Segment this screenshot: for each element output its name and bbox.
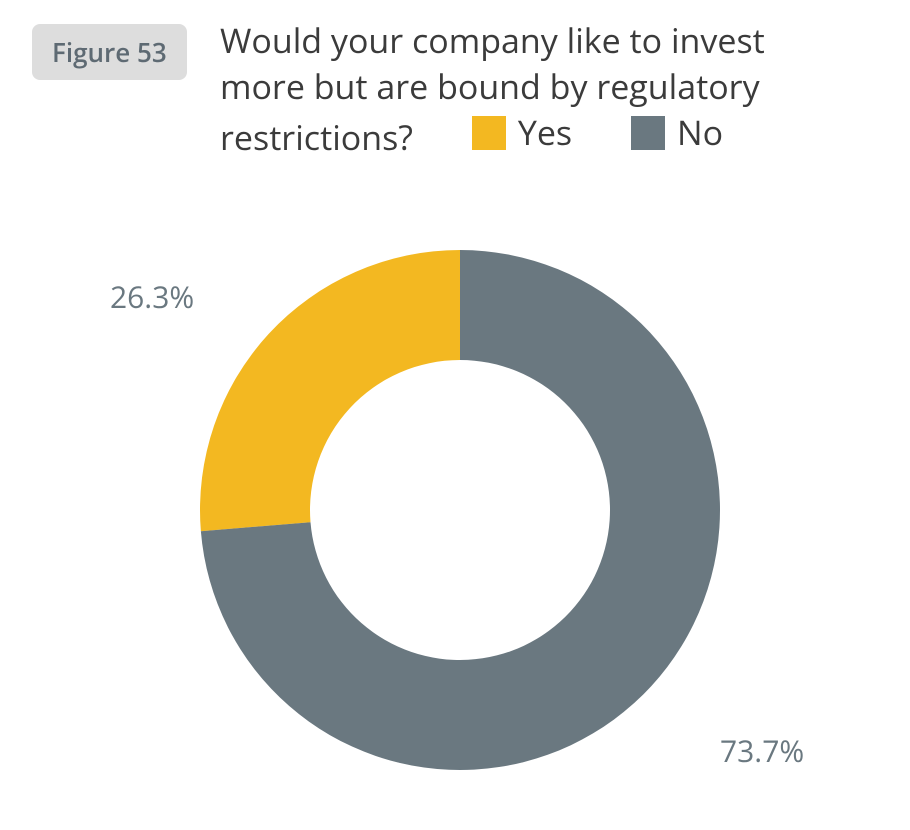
legend-item-no: No [631,110,723,156]
figure-title: Would your company like to invest more b… [220,18,880,161]
slice-label-yes: 26.3% [110,276,194,317]
legend-swatch-yes [472,116,506,150]
donut-slice-yes [200,250,460,531]
slice-label-no: 73.7% [720,730,804,771]
donut-chart: 26.3% 73.7% [0,190,910,830]
title-line-3: restrictions? [220,114,413,160]
title-line-2: more but are bound by regulatory [220,63,760,109]
legend-item-yes: Yes [472,110,572,156]
legend: Yes No [422,114,723,160]
legend-label-no: No [677,110,723,156]
title-line-1: Would your company like to invest [220,17,765,63]
figure-badge: Figure 53 [32,24,187,80]
legend-swatch-no [631,116,665,150]
figure-page: Figure 53 Would your company like to inv… [0,0,910,830]
legend-label-yes: Yes [518,110,572,156]
